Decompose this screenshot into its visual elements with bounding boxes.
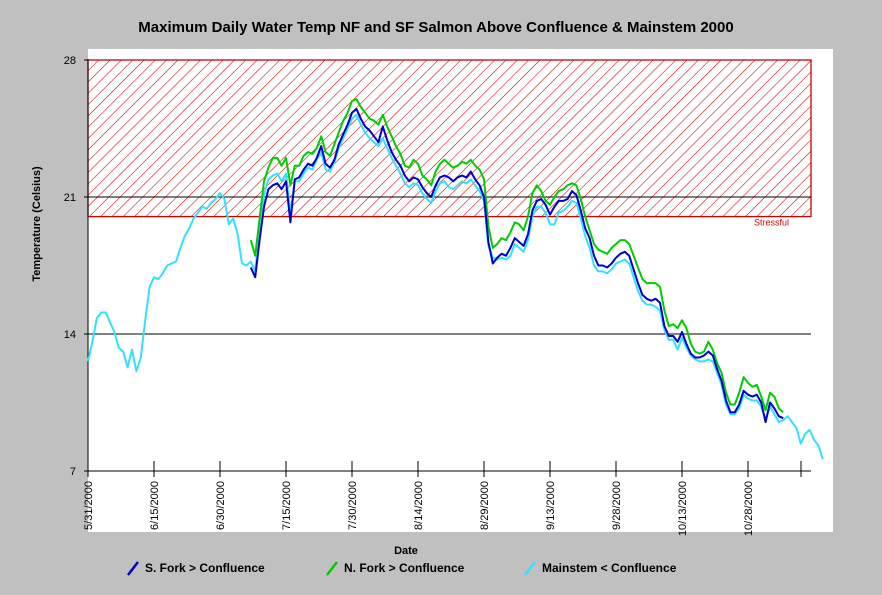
legend-swatch-mainstem <box>524 561 536 576</box>
legend-label-mainstem: Mainstem < Confluence <box>542 561 677 575</box>
stressful-label: Stressful <box>754 218 789 228</box>
y-tick-label-14: 14 <box>64 329 76 341</box>
x-tick-label-2000-08-29: 8/29/2000 <box>479 481 491 530</box>
x-tick-label-2000-10-28: 10/28/2000 <box>743 481 755 536</box>
legend-swatch-n-fork <box>326 561 338 576</box>
series-lines <box>87 98 824 460</box>
y-tick-label-28: 28 <box>64 55 76 67</box>
legend: S. Fork > Confluence N. Fork > Confluenc… <box>127 561 677 576</box>
legend-label-s-fork: S. Fork > Confluence <box>145 561 265 575</box>
x-tick-label-2000-07-15: 7/15/2000 <box>281 481 293 530</box>
x-tick-labels: 5/31/2000 6/15/2000 6/30/2000 7/15/2000 7/30… <box>83 461 802 536</box>
legend-label-n-fork: N. Fork > Confluence <box>344 561 465 575</box>
series-line-mainstem <box>87 113 824 460</box>
stressful-zone <box>87 59 812 218</box>
x-tick-label-2000-09-28: 9/28/2000 <box>611 481 623 530</box>
x-tick-label-2000-08-14: 8/14/2000 <box>413 481 425 530</box>
legend-item-s-fork: S. Fork > Confluence <box>127 561 265 576</box>
legend-item-mainstem: Mainstem < Confluence <box>524 561 677 576</box>
series-line-s-fork <box>249 107 784 424</box>
legend-swatch-s-fork <box>127 561 139 576</box>
x-tick-label-2000-06-30: 6/30/2000 <box>215 481 227 530</box>
y-axis-label: Temperature (Celsius) <box>31 166 43 282</box>
legend-item-n-fork: N. Fork > Confluence <box>326 561 465 576</box>
x-tick-label-2000-07-30: 7/30/2000 <box>347 481 359 530</box>
series-line-n-fork <box>249 98 784 414</box>
x-tick-label-2000-09-13: 9/13/2000 <box>545 481 557 530</box>
y-tick-label-7: 7 <box>70 466 76 478</box>
y-tick-labels: 28 21 14 7 <box>64 55 88 478</box>
chart-title: Maximum Daily Water Temp NF and SF Salmo… <box>138 19 733 36</box>
x-tick-label-2000-06-15: 6/15/2000 <box>149 481 161 530</box>
x-tick-label-2000-10-13: 10/13/2000 <box>677 481 689 536</box>
y-tick-label-21: 21 <box>64 192 76 204</box>
x-tick-label-2000-05-31: 5/31/2000 <box>83 481 95 530</box>
x-axis-label: Date <box>394 545 418 557</box>
